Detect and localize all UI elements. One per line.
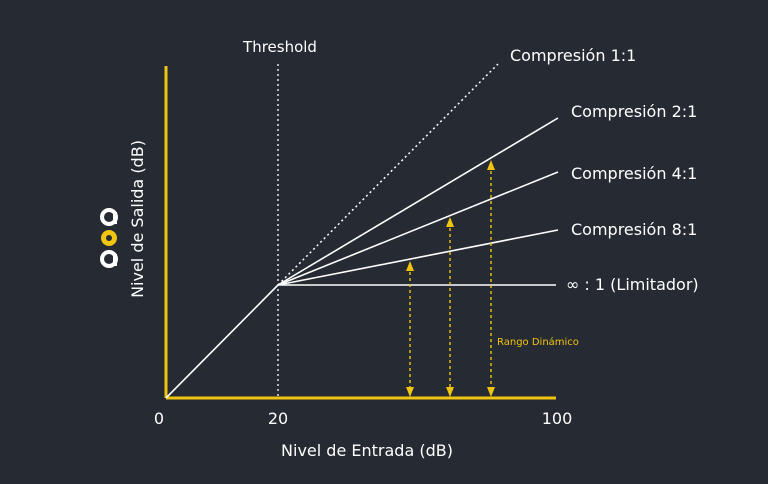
curve-line-8-1 [277,229,559,286]
curve-label-2-1: Compresión 2:1 [571,102,697,121]
curve-line-1-1 [277,63,499,286]
aoa-logo-icon [100,208,118,268]
curve-label-limiter: ∞ : 1 (Limitador) [566,275,699,294]
x-tick-100: 100 [542,409,573,428]
curve-label-1-1: Compresión 1:1 [510,46,636,65]
dynamic-range-label: Rango Dinámico [497,336,579,348]
x-axis-label: Nivel de Entrada (dB) [281,441,453,460]
x-tick-0: 0 [154,409,164,428]
base-line [165,284,279,399]
y-axis-label: Nivel de Salida (dB) [128,140,147,298]
curve-label-4-1: Compresión 4:1 [571,164,697,183]
curve-label-8-1: Compresión 8:1 [571,220,697,239]
x-tick-20: 20 [268,409,288,428]
curve-line-4-1 [277,171,559,286]
curve-line-2-1 [277,117,559,286]
threshold-label: Threshold [242,38,317,56]
